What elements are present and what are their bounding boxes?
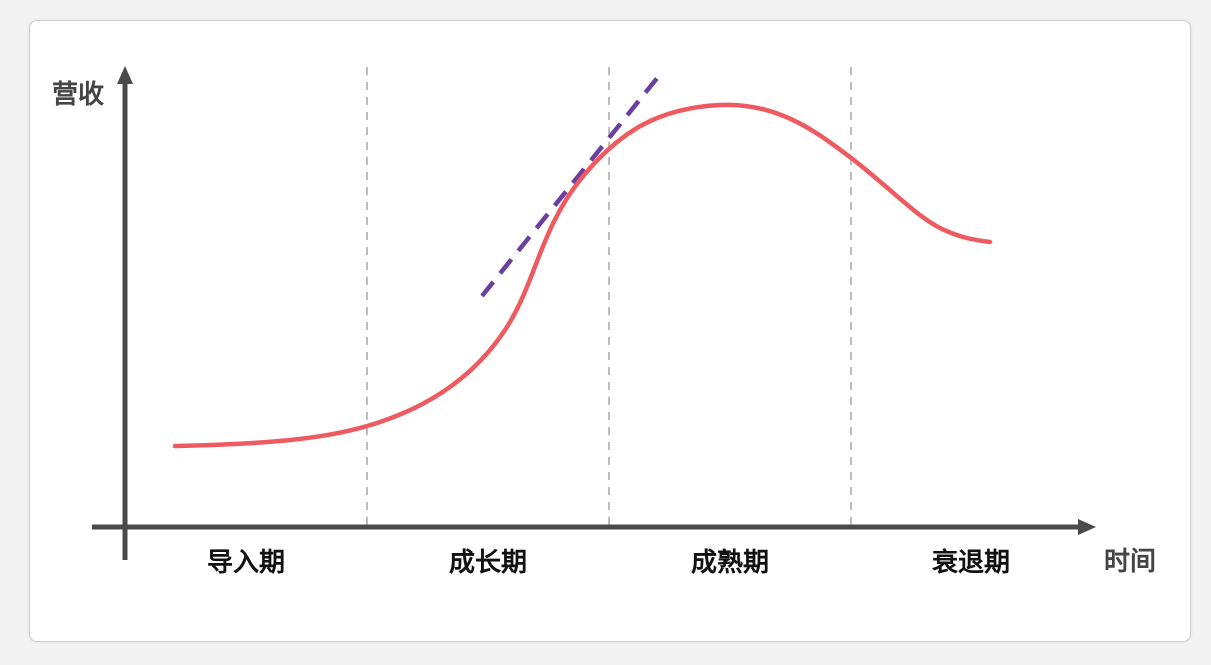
- stage-label-maturity: 成熟期: [691, 547, 769, 578]
- x-axis-arrow: [1078, 519, 1096, 535]
- revenue-curve: [172, 102, 993, 449]
- stage-label-growth: 成长期: [449, 548, 527, 578]
- axes: [92, 66, 1096, 560]
- y-axis-label: 营收: [52, 80, 104, 110]
- stage-label-introduction: 导入期: [207, 548, 285, 578]
- diagram-card: [29, 20, 1191, 642]
- x-axis-label: 时间: [1104, 547, 1156, 577]
- y-axis-arrow: [117, 66, 133, 84]
- stage-dividers: [366, 67, 852, 527]
- tangent-line: [480, 70, 664, 298]
- stage-label-decline: 衰退期: [931, 547, 1010, 578]
